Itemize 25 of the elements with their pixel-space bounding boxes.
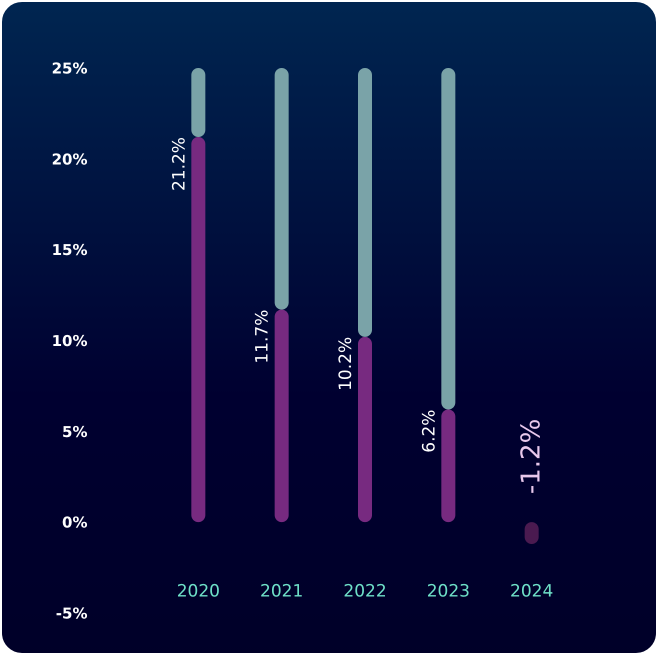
data-label: 10.2% xyxy=(336,336,356,391)
bar xyxy=(358,68,372,337)
bar xyxy=(191,137,206,522)
y-tick-label: 10% xyxy=(52,332,88,350)
y-tick-label: 25% xyxy=(52,60,88,78)
data-label: 6.2% xyxy=(419,410,440,453)
x-tick-label: 2021 xyxy=(260,582,304,602)
bar xyxy=(274,68,289,310)
bar xyxy=(441,68,456,410)
x-tick-label: 2020 xyxy=(176,582,220,602)
x-tick-label: 2023 xyxy=(426,582,470,602)
y-tick-label: 15% xyxy=(52,241,88,260)
bar xyxy=(191,68,206,138)
data-label: -1.2% xyxy=(516,418,547,494)
y-tick-label: 0% xyxy=(62,514,88,532)
x-tick-label: 2024 xyxy=(510,582,554,602)
y-tick-label: -5% xyxy=(56,604,88,622)
bar xyxy=(274,310,289,522)
bar xyxy=(358,336,372,522)
data-label: 21.2% xyxy=(169,137,190,192)
x-tick-label: 2022 xyxy=(343,582,387,602)
data-label: 11.7% xyxy=(252,310,273,364)
y-tick-label: 5% xyxy=(62,422,88,441)
y-tick-label: 20% xyxy=(52,150,88,168)
bar xyxy=(441,410,456,522)
